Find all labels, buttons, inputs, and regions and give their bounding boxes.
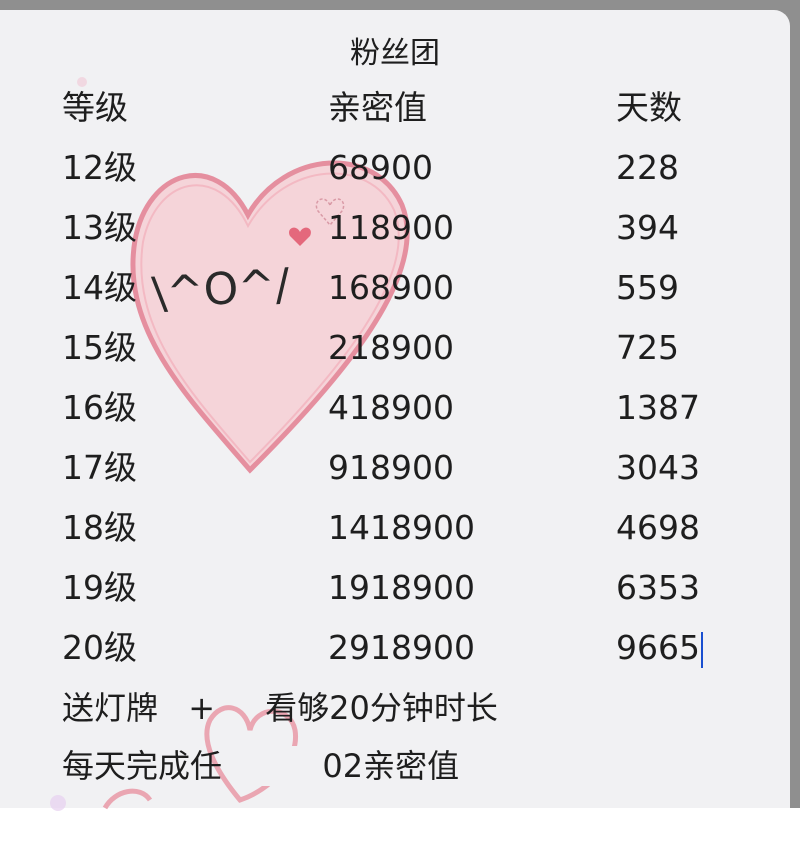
- cell-text: 19级: [62, 568, 137, 607]
- cell-text: 68900: [328, 148, 433, 187]
- cell-level: 15级: [62, 328, 137, 368]
- cell-level: 14级: [62, 268, 137, 308]
- cell-intimacy: 168900: [328, 268, 454, 308]
- big-heart-icon: [130, 160, 410, 474]
- cell-text: 918900: [328, 448, 454, 487]
- header-intimacy: 亲密值: [328, 88, 427, 127]
- cell-level: 19级: [62, 568, 137, 608]
- cell-level: 17级: [62, 448, 137, 488]
- note-card: [0, 10, 790, 808]
- note-text: 送灯牌: [62, 689, 159, 727]
- cell-level: 13级: [62, 208, 137, 248]
- cell-intimacy: 118900: [328, 208, 454, 248]
- cell-text: 218900: [328, 328, 454, 367]
- cell-days: 4698: [616, 508, 700, 548]
- note-text: 02亲密值: [322, 747, 460, 785]
- cell-text: 418900: [328, 388, 454, 427]
- cell-text: 15级: [62, 328, 137, 367]
- cell-text: 559: [616, 268, 679, 307]
- cell-text: 168900: [328, 268, 454, 307]
- cell-days: 1387: [616, 388, 700, 428]
- cell-intimacy: 918900: [328, 448, 454, 488]
- page-title: 粉丝团: [350, 36, 440, 71]
- cell-text: 1918900: [328, 568, 475, 607]
- cell-text: 725: [616, 328, 679, 367]
- cell-text: 4698: [616, 508, 700, 547]
- cell-level: 20级: [62, 628, 137, 668]
- cell-intimacy: 1418900: [328, 508, 475, 548]
- cell-text: 14级: [62, 268, 137, 307]
- cell-days: 3043: [616, 448, 700, 488]
- cell-text: 12级: [62, 148, 137, 187]
- cell-text: 118900: [328, 208, 454, 247]
- text-cursor: [700, 631, 703, 668]
- cell-text: 1418900: [328, 508, 475, 547]
- cell-text: 18级: [62, 508, 137, 547]
- header-level: 等级: [62, 88, 128, 127]
- cell-days: 6353: [616, 568, 700, 608]
- note-text: 每天完成任: [62, 747, 223, 785]
- cell-days: 9665: [616, 628, 703, 668]
- note-text: 看够20分钟时长: [265, 689, 498, 727]
- cell-intimacy: 1918900: [328, 568, 475, 608]
- cell-days: 228: [616, 148, 679, 188]
- cell-text: 16级: [62, 388, 137, 427]
- small-heart-icon: [289, 227, 311, 246]
- cell-text: 2918900: [328, 628, 475, 667]
- cell-days: 394: [616, 208, 679, 248]
- cell-text: 17级: [62, 448, 137, 487]
- note-line-1: 送灯牌 + 看够20分钟时长: [62, 688, 498, 728]
- cell-level: 16级: [62, 388, 137, 428]
- right-edge: [788, 0, 800, 808]
- cell-text: 20级: [62, 628, 137, 667]
- cell-text: 6353: [616, 568, 700, 607]
- cell-intimacy: 218900: [328, 328, 454, 368]
- cell-level: 12级: [62, 148, 137, 188]
- emoticon: \^O^/: [150, 259, 292, 320]
- cell-text: 228: [616, 148, 679, 187]
- note-line-2: 每天完成任 02亲密值: [62, 746, 459, 786]
- cell-text: 13级: [62, 208, 137, 247]
- cell-intimacy: 68900: [328, 148, 433, 188]
- cell-text: 394: [616, 208, 679, 247]
- cell-intimacy: 418900: [328, 388, 454, 428]
- cell-text: 1387: [616, 388, 700, 427]
- cell-days: 559: [616, 268, 679, 308]
- cell-days: 725: [616, 328, 679, 368]
- plus-sign: +: [188, 689, 215, 727]
- cell-level: 18级: [62, 508, 137, 548]
- cell-text: 9665: [616, 628, 700, 667]
- header-days: 天数: [616, 88, 682, 127]
- cell-text: 3043: [616, 448, 700, 487]
- cell-intimacy: 2918900: [328, 628, 475, 668]
